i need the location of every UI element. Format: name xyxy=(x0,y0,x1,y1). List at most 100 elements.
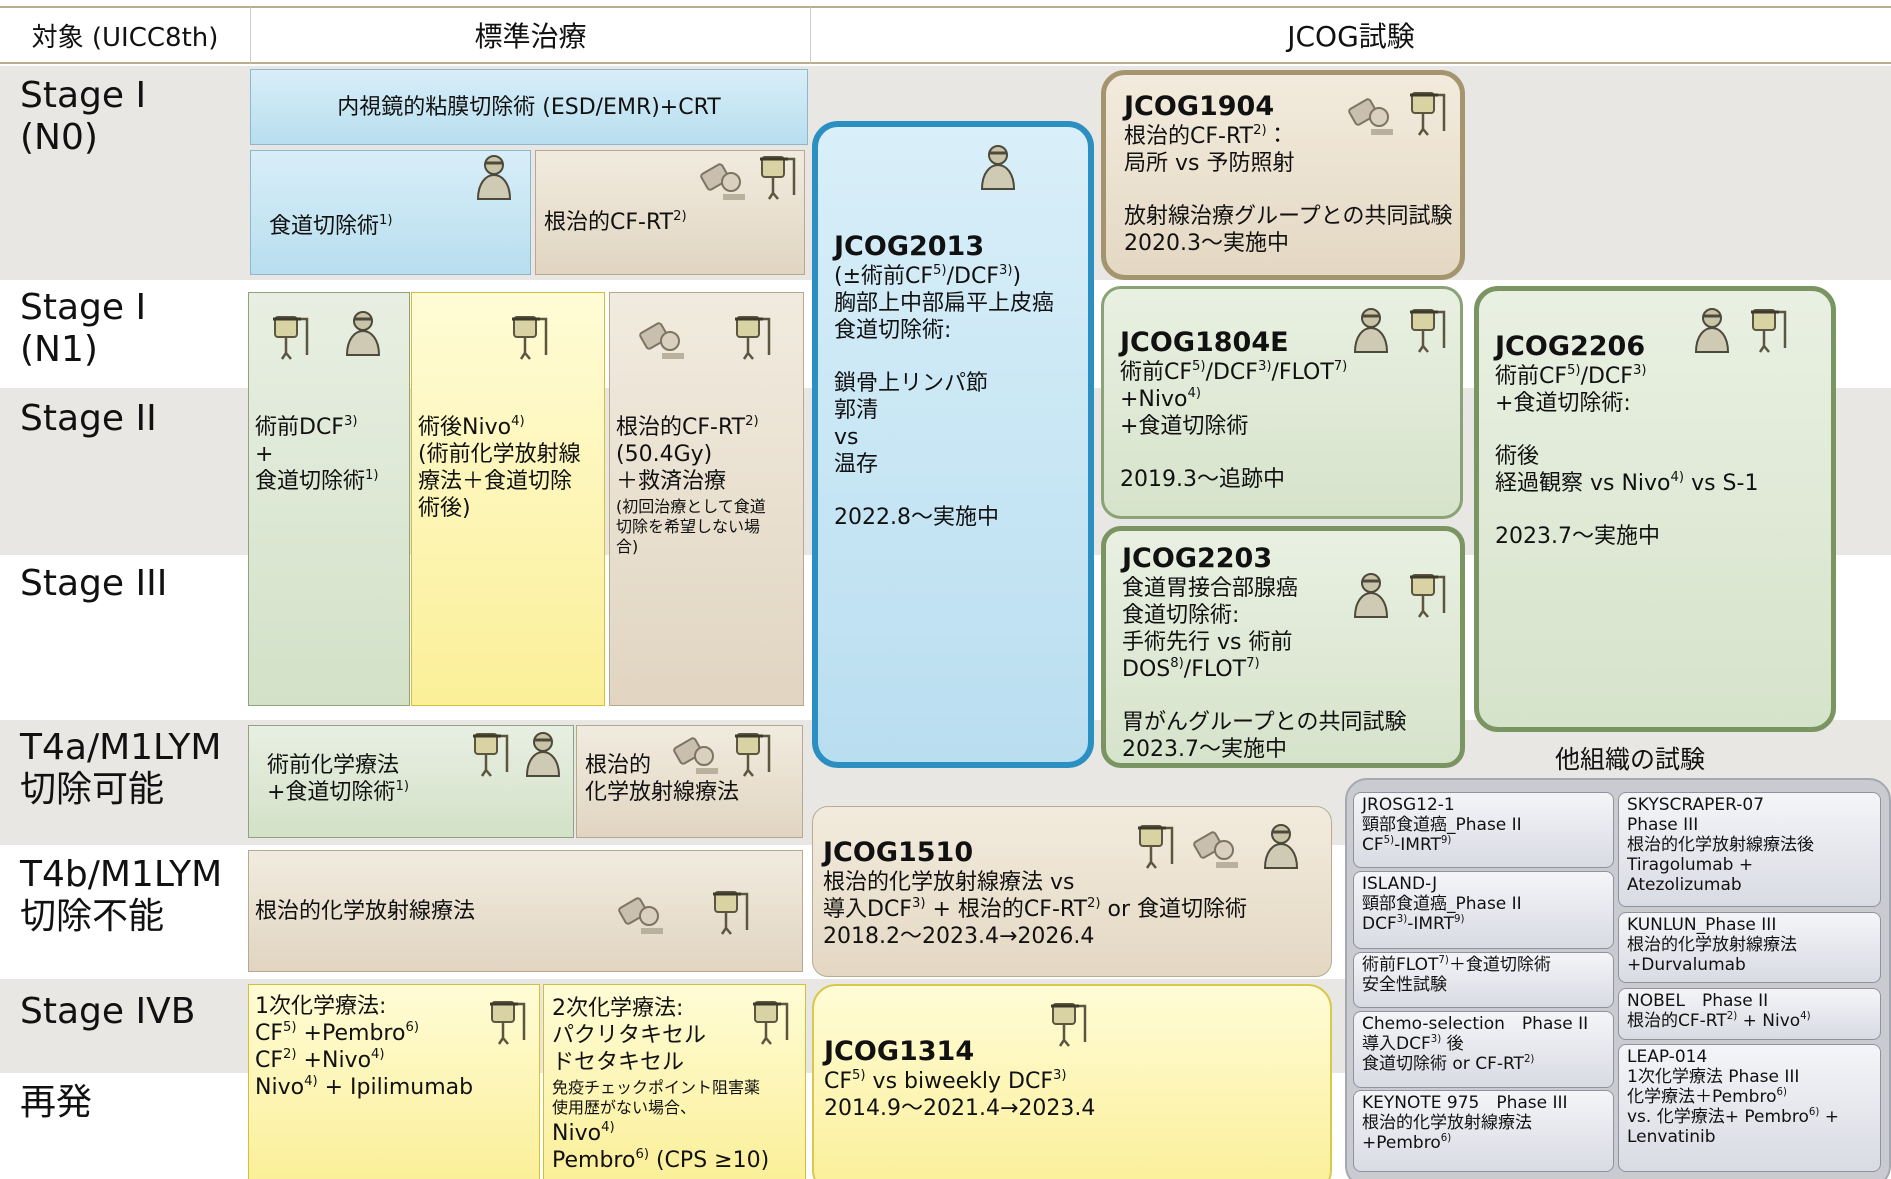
text-line: (初回治療として食道 xyxy=(616,497,766,517)
text: +Nivo xyxy=(1120,387,1188,412)
icon-drip xyxy=(1410,309,1446,353)
paragraph: 鎖骨上リンパ節 郭清 vs 温存 xyxy=(834,370,1054,478)
icon-drip xyxy=(1751,309,1787,353)
footnote-ref: 3) xyxy=(1632,362,1647,378)
text-line: 食道切除術: xyxy=(834,317,1054,344)
text: DCF xyxy=(1362,914,1397,934)
stage-label: Stage II xyxy=(20,398,157,440)
text-line: KUNLUN_Phase III xyxy=(1627,915,1872,935)
text: 根治的CF-RT xyxy=(1627,1011,1727,1031)
text: 合) xyxy=(616,537,639,556)
text: 2020.3～実施中 xyxy=(1124,231,1289,256)
paragraph: 根治的CF-RT2) (50.4Gy) ＋救済治療 xyxy=(616,414,766,495)
text-line: 1次化学療法: xyxy=(255,993,473,1020)
text: 食道切除術 or CF-RT xyxy=(1362,1054,1524,1074)
footnote-ref: 9) xyxy=(1454,913,1465,925)
box-text: JCOG2203 食道胃接合部腺癌 食道切除術: 手術先行 vs 術前 DOS8)/FL… xyxy=(1122,543,1406,763)
footnote-ref: 3) xyxy=(1396,913,1408,925)
icon-drip xyxy=(273,316,309,360)
text: vs xyxy=(834,425,859,450)
trial-id: JCOG1314 xyxy=(824,1036,975,1067)
text-line: 鎖骨上リンパ節 xyxy=(834,370,1054,397)
text-line: Phase III xyxy=(1627,815,1872,835)
text: Chemo-selection Phase II xyxy=(1362,1014,1589,1034)
footnote-ref: 2) xyxy=(1726,1010,1738,1022)
footnote-ref: 3) xyxy=(1430,1033,1442,1045)
paragraph: KEYNOTE 975 Phase III 根治的化学放射線療法 +Pembro6) xyxy=(1362,1093,1605,1153)
icon-drip xyxy=(1410,92,1446,136)
stage-line: 再発 xyxy=(20,1082,93,1123)
paragraph: Chemo-selection Phase II 導入DCF3) 後食道切除術 o… xyxy=(1362,1014,1605,1074)
footnote-ref: 5) xyxy=(1567,362,1581,378)
stage-line: Stage III xyxy=(20,563,168,604)
stage-label: T4b/M1LYM 切除不能 xyxy=(20,854,222,938)
paragraph: 術前化学療法 +食道切除術1) xyxy=(267,752,409,806)
text: + Nivo xyxy=(1737,1011,1801,1031)
footnote-ref: 1) xyxy=(365,467,379,483)
text: 胸部上中部扁平上皮癌 xyxy=(834,291,1055,316)
stage-line: (N0) xyxy=(20,117,98,158)
header-jcog: JCOG試験 xyxy=(810,6,1891,64)
text: 食道胃接合部腺癌 xyxy=(1122,576,1299,601)
icon-drip xyxy=(473,733,509,777)
text: 1次化学療法: xyxy=(255,994,387,1019)
text-line: 2023.7～実施中 xyxy=(1495,523,1758,550)
text-line: 根治的化学放射線療法後 xyxy=(1627,835,1872,855)
other-trial: LEAP-014 1次化学療法 Phase III 化学療法＋Pembro6) vs.… xyxy=(1618,1044,1881,1172)
text: + xyxy=(255,442,274,467)
footnote-ref: 9) xyxy=(1440,834,1452,846)
text: (術前化学放射線 xyxy=(418,442,581,467)
text-line: +食道切除術 xyxy=(1120,413,1347,440)
footnote-ref: 1) xyxy=(395,778,409,794)
box-text: 1次化学療法: CF5) +Pembro6) CF2) +Nivo4) Nivo4) … xyxy=(255,993,473,1101)
text: ： xyxy=(1266,124,1289,149)
text-line: 導入DCF3) + 根治的CF-RT2) or 食道切除術 xyxy=(823,896,1247,923)
text-line: 食道胃接合部腺癌 xyxy=(1122,575,1406,602)
text: 後 xyxy=(1441,1034,1464,1054)
footnote-ref: 6) xyxy=(405,1019,419,1035)
text-line: 根治的化学放射線療法 vs xyxy=(823,869,1247,896)
icon-drip xyxy=(1410,574,1446,618)
text: 局所 vs 予防照射 xyxy=(1124,151,1295,176)
text: -IMRT xyxy=(1394,835,1441,855)
text-line: (±術前CF5)/DCF3)) xyxy=(834,263,1054,290)
text: 胃がんグループとの共同試験 xyxy=(1122,710,1407,735)
text-line: +Durvalumab xyxy=(1627,955,1872,975)
paragraph: 根治的CF-RT2) xyxy=(544,209,687,236)
trial-id: JCOG2013 xyxy=(834,231,985,262)
text: 郭清 xyxy=(834,398,879,423)
box-text: JCOG1904 根治的CF-RT2)： 局所 vs 予防照射 放射線治療グループとの… xyxy=(1124,91,1452,257)
paragraph: 放射線治療グループとの共同試験 2020.3～実施中 xyxy=(1124,203,1452,257)
paragraph: 胃がんグループとの共同試験 2023.7～実施中 xyxy=(1122,709,1406,763)
standard-box: 食道切除術1) xyxy=(250,150,531,275)
paragraph: (初回治療として食道 切除を希望しない場 合) xyxy=(616,497,766,557)
footnote-ref: 4) xyxy=(1670,469,1685,485)
text: +Durvalumab xyxy=(1627,955,1746,975)
text: Atezolizumab xyxy=(1627,875,1742,895)
text: 頸部食道癌_Phase II xyxy=(1362,894,1522,914)
text: 根治的化学放射線療法後 xyxy=(1627,835,1814,855)
text: 術後 xyxy=(1495,444,1540,469)
text: 導入DCF xyxy=(823,897,912,922)
text-line: 根治的 xyxy=(585,752,739,779)
text-line: 放射線治療グループとの共同試験 xyxy=(1124,203,1452,230)
text: 免疫チェックポイント阻害薬 xyxy=(552,1078,761,1097)
text-line: 導入DCF3) 後 xyxy=(1362,1034,1605,1054)
text: ISLAND-J xyxy=(1362,874,1438,894)
text: 化学放射線療法 xyxy=(585,780,740,805)
footnote-ref: 7) xyxy=(1246,655,1260,671)
text-line: 化学療法＋Pembro6) xyxy=(1627,1087,1872,1107)
text-line: ISLAND-J xyxy=(1362,874,1605,894)
text: SKYSCRAPER-07 xyxy=(1627,795,1765,815)
text-line: LEAP-014 xyxy=(1627,1047,1872,1067)
text-line: 切除を希望しない場 xyxy=(616,517,766,537)
stage-line: Stage II xyxy=(20,398,157,439)
footnote-ref: 4) xyxy=(1187,385,1202,401)
text: Nivo xyxy=(552,1121,602,1146)
trial-id: JCOG1510 xyxy=(823,837,974,868)
text: (初回治療として食道 xyxy=(616,497,766,516)
box-text: 内視鏡的粘膜切除術 (ESD/EMR)+CRT xyxy=(251,70,807,144)
text: 導入DCF xyxy=(1362,1034,1431,1054)
text: + 根治的CF-RT xyxy=(925,897,1088,922)
text: 放射線治療グループとの共同試験 xyxy=(1124,204,1453,229)
